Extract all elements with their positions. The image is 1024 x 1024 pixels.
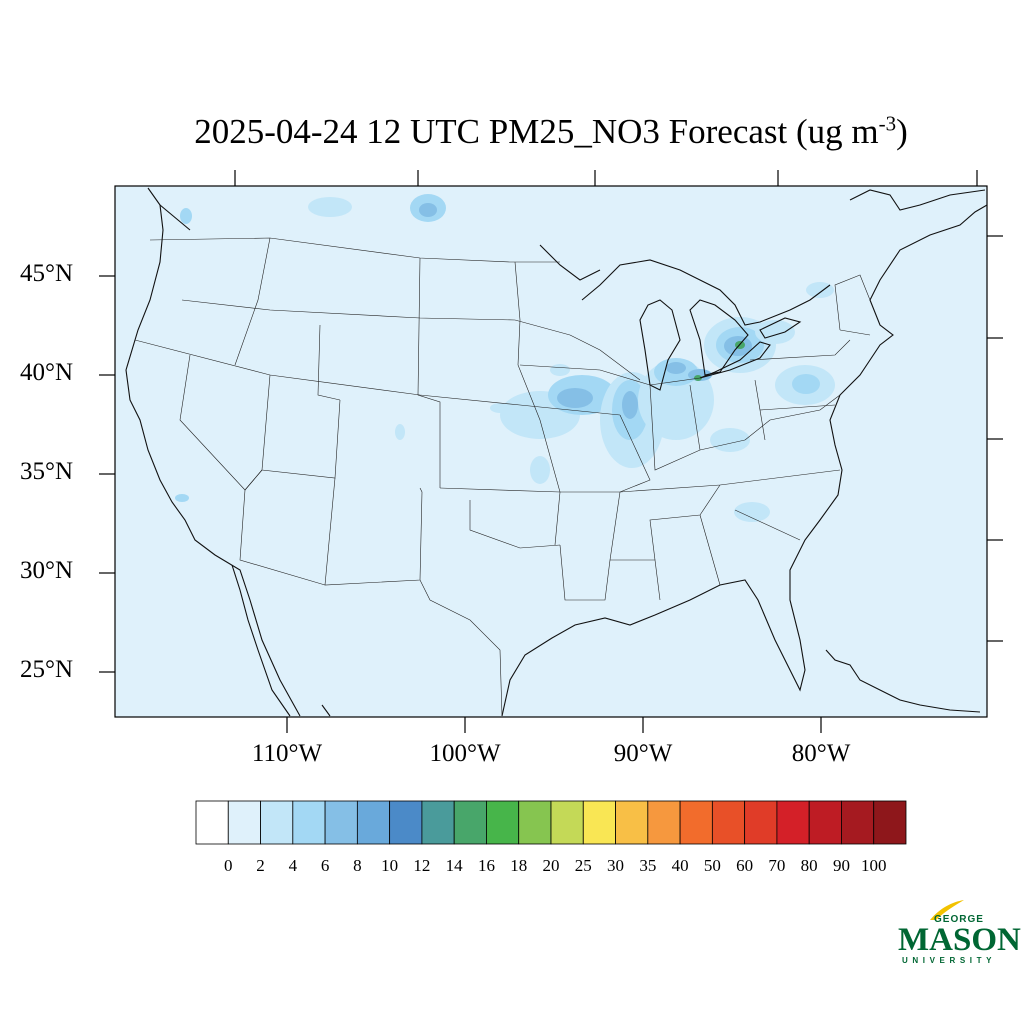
- colorbar-swatch: [808, 800, 842, 845]
- colorbar-label: 0: [224, 856, 233, 875]
- colorbar-swatch: [679, 800, 713, 845]
- colorbar-label: 2: [256, 856, 265, 875]
- lat-label-35: 35°N: [20, 458, 74, 485]
- colorbar-swatch: [550, 800, 584, 845]
- colorbar-label: 14: [445, 856, 463, 875]
- logo-mason-text: MASON: [898, 922, 1021, 958]
- colorbar-label: 6: [320, 856, 330, 875]
- colorbar-swatch: [421, 800, 455, 845]
- colorbar-label: 60: [736, 856, 754, 875]
- state-boundaries: [134, 237, 871, 717]
- colorbar-swatch: [518, 800, 552, 845]
- colorbar-label: 8: [353, 856, 362, 875]
- colorbar-label: 18: [510, 856, 528, 875]
- map-title: 2025-04-24 12 UTC PM25_NO3 Forecast (ug …: [115, 112, 987, 152]
- logo-swoosh-icon: [930, 900, 964, 920]
- lon-label-110: 110°W: [251, 740, 323, 767]
- colorbar-swatch: [389, 800, 423, 845]
- colorbar-label: 16: [477, 856, 495, 875]
- colorbar-label: 30: [607, 856, 625, 875]
- colorbar-label: 90: [832, 856, 850, 875]
- map-title-close: ): [896, 112, 908, 151]
- colorbar-swatch: [195, 800, 229, 845]
- colorbar-swatch: [873, 800, 907, 845]
- colorbar-label: 70: [768, 856, 786, 875]
- concentration-patches: [175, 194, 835, 522]
- colorbar-label: 100: [860, 856, 887, 875]
- colorbar-swatch: [227, 800, 261, 845]
- colorbar-swatch: [841, 800, 875, 845]
- colorbar-label: 4: [288, 856, 298, 875]
- colorbar-label: 12: [413, 856, 431, 875]
- colorbar-swatch: [260, 800, 294, 845]
- lon-label-90: 90°W: [613, 740, 673, 767]
- map-frame: [114, 185, 988, 718]
- lon-label-80: 80°W: [791, 740, 851, 767]
- colorbar-swatch: [647, 800, 681, 845]
- colorbar-swatch: [744, 800, 778, 845]
- colorbar-label: 80: [800, 856, 818, 875]
- boundaries: [125, 187, 988, 717]
- colorbar-swatch: [292, 800, 326, 845]
- lat-label-25: 25°N: [20, 656, 74, 683]
- lat-label-30: 30°N: [20, 557, 74, 584]
- colorbar-label: 25: [574, 856, 592, 875]
- gmu-logo: GEORGE MASON UNIVERSITY: [898, 898, 1021, 968]
- colorbar-label: 10: [381, 856, 399, 875]
- colorbar-label: 35: [639, 856, 657, 875]
- colorbar-label: 40: [671, 856, 689, 875]
- colorbar-swatch: [324, 800, 358, 845]
- colorbar-swatch: [615, 800, 649, 845]
- colorbar-swatch: [486, 800, 520, 845]
- colorbar: [195, 800, 907, 845]
- colorbar-swatch: [582, 800, 616, 845]
- lat-label-40: 40°N: [20, 359, 74, 386]
- map-title-text: 2025-04-24 12 UTC PM25_NO3 Forecast (ug …: [194, 112, 879, 151]
- colorbar-label: 50: [703, 856, 721, 875]
- axis-ticks: [99, 170, 1003, 733]
- logo-university-text: UNIVERSITY: [902, 956, 997, 965]
- colorbar-swatch: [453, 800, 487, 845]
- lat-label-45: 45°N: [20, 260, 74, 287]
- lon-label-100: 100°W: [429, 740, 501, 767]
- map-title-superscript: -3: [878, 111, 897, 136]
- colorbar-label: 20: [542, 856, 560, 875]
- logo-george-text: GEORGE: [934, 914, 984, 925]
- colorbar-swatch: [356, 800, 391, 845]
- colorbar-swatch: [776, 800, 810, 845]
- colorbar-swatch: [711, 800, 746, 845]
